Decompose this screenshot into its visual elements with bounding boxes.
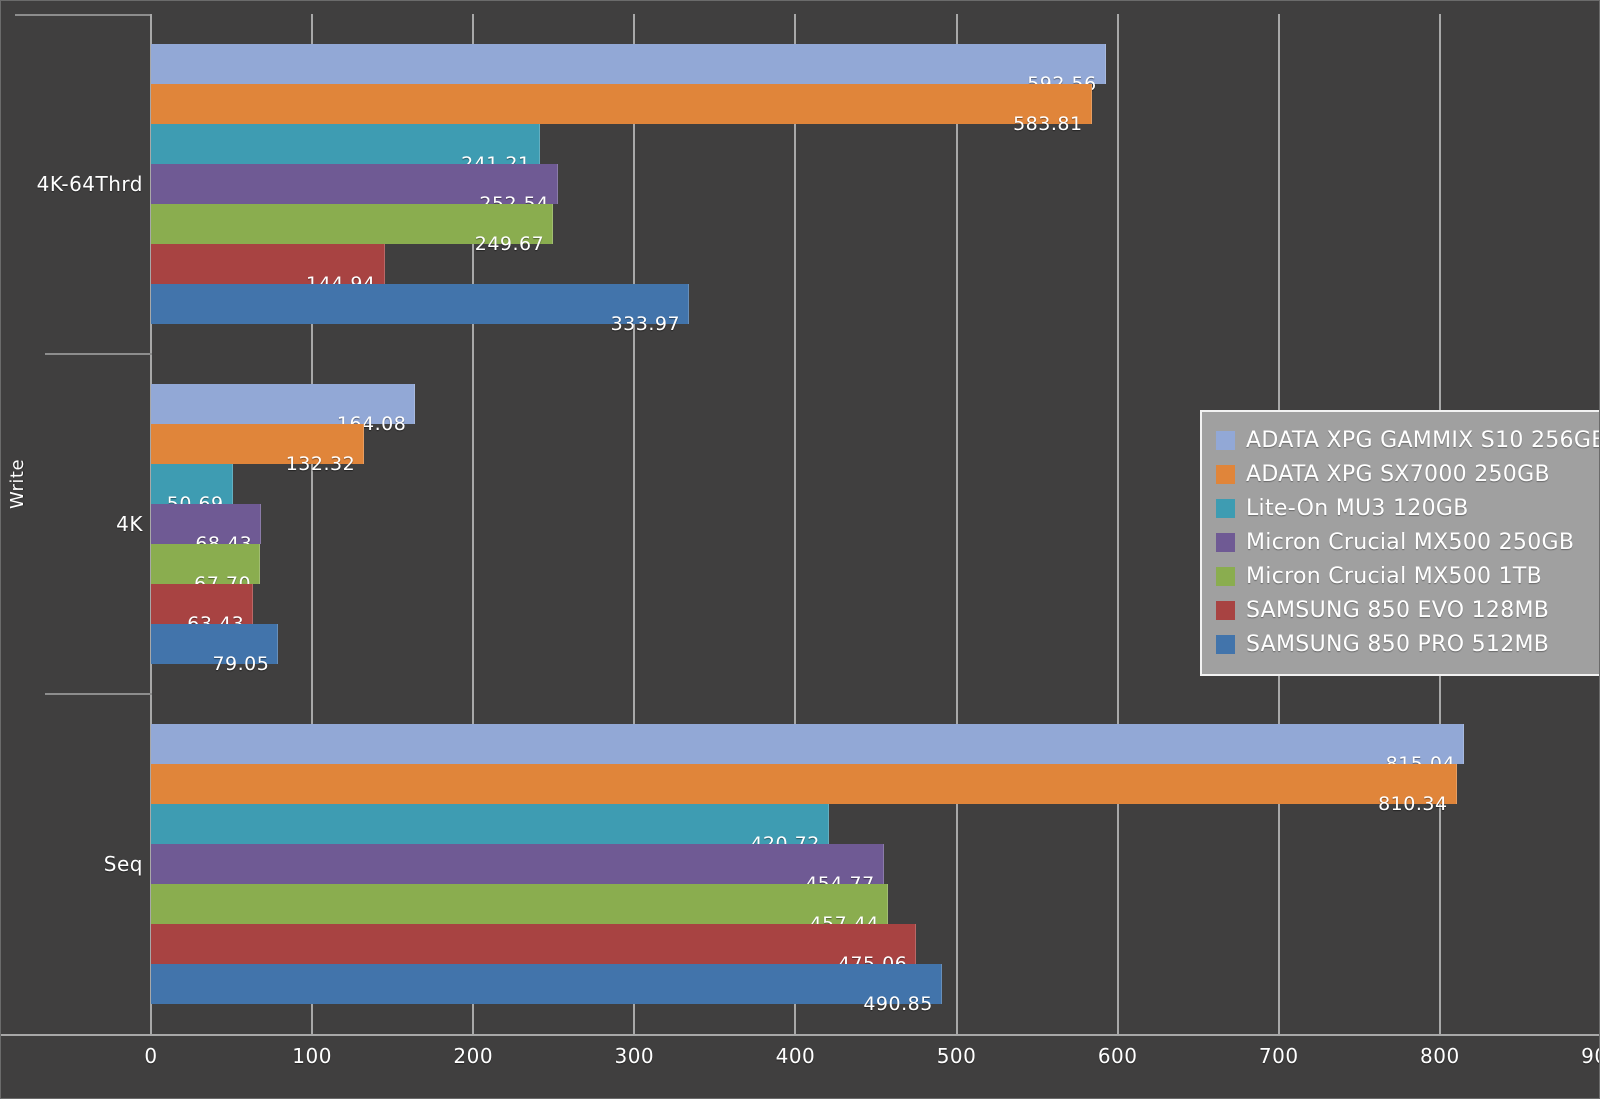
legend-swatch-icon: [1216, 634, 1235, 654]
bar[interactable]: [151, 844, 884, 884]
bar-value-label: 490.85: [863, 993, 933, 1015]
legend-item[interactable]: Lite-On MU3 120GB: [1216, 491, 1599, 525]
bar[interactable]: [151, 124, 540, 164]
bar[interactable]: [151, 244, 385, 284]
x-axis-tick-label: 0: [144, 1044, 158, 1068]
legend-item-label: Micron Crucial MX500 250GB: [1246, 529, 1575, 555]
legend-item[interactable]: Micron Crucial MX500 1TB: [1216, 559, 1599, 593]
x-axis-tick-label: 200: [453, 1044, 494, 1068]
bar[interactable]: [151, 204, 554, 244]
legend-item[interactable]: SAMSUNG 850 PRO 512MB: [1216, 627, 1599, 661]
bar[interactable]: [151, 384, 416, 424]
x-axis-tick-label: 900: [1581, 1044, 1599, 1068]
legend-swatch-icon: [1216, 600, 1235, 620]
legend-swatch-icon: [1216, 430, 1235, 450]
legend-item-label: Micron Crucial MX500 1TB: [1246, 563, 1543, 589]
gridline: [633, 14, 636, 1034]
bar-value-label: 132.32: [285, 453, 356, 475]
group-separator-tick: [45, 693, 152, 695]
bar-value-label: 333.97: [610, 313, 681, 335]
legend-swatch-icon: [1216, 464, 1235, 484]
y-axis-title: Write: [7, 458, 28, 509]
bar[interactable]: [151, 764, 1457, 804]
bar-value-label: 79.05: [212, 653, 270, 675]
bar[interactable]: [151, 84, 1092, 124]
bar[interactable]: [151, 584, 254, 624]
legend-swatch-icon: [1216, 566, 1235, 586]
legend-item[interactable]: Micron Crucial MX500 250GB: [1216, 525, 1599, 559]
bar[interactable]: [151, 464, 233, 504]
bar[interactable]: [151, 164, 558, 204]
bar[interactable]: [151, 284, 690, 324]
legend-item[interactable]: ADATA XPG GAMMIX S10 256GB: [1216, 423, 1600, 457]
bar[interactable]: [151, 624, 279, 664]
bar[interactable]: [151, 424, 365, 464]
bar[interactable]: [151, 44, 1106, 84]
group-separator-tick: [45, 353, 152, 355]
x-axis-tick-label: 500: [936, 1044, 977, 1068]
legend-item-label: ADATA XPG SX7000 250GB: [1246, 461, 1550, 487]
x-axis-tick-label: 700: [1258, 1044, 1299, 1068]
gridline: [311, 14, 314, 1034]
bar[interactable]: [151, 884, 888, 924]
x-axis-tick-label: 100: [292, 1044, 332, 1068]
x-axis-line: [1, 1034, 1599, 1036]
legend-item-label: SAMSUNG 850 PRO 512MB: [1246, 631, 1550, 657]
gridline: [955, 14, 958, 1034]
gridline: [794, 14, 797, 1034]
x-axis-tick-label: 800: [1420, 1044, 1460, 1068]
gridline: [472, 14, 475, 1034]
gridline: [1116, 14, 1119, 1034]
legend-item[interactable]: SAMSUNG 850 EVO 128MB: [1216, 593, 1599, 627]
bar[interactable]: [151, 544, 261, 584]
bar-value-label: 810.34: [1378, 793, 1448, 815]
legend-swatch-icon: [1216, 532, 1235, 552]
bar[interactable]: [151, 924, 917, 964]
plot-area: 592.56583.81241.21252.54249.67144.94333.…: [151, 14, 1599, 1034]
bar[interactable]: [151, 504, 262, 544]
chart-legend[interactable]: ADATA XPG GAMMIX S10 256GB ADATA XPG SX70…: [1200, 410, 1600, 676]
legend-item-label: SAMSUNG 850 EVO 128MB: [1246, 597, 1550, 623]
bar-value-label: 249.67: [474, 233, 545, 255]
y-axis-tick-label: 4K-64Thrd: [36, 172, 143, 196]
legend-swatch-icon: [1216, 498, 1235, 518]
x-axis-tick-label: 400: [775, 1044, 816, 1068]
plot-top-rule: [15, 14, 152, 16]
bar[interactable]: [151, 724, 1465, 764]
legend-item-label: Lite-On MU3 120GB: [1246, 495, 1469, 521]
legend-item-label: ADATA XPG GAMMIX S10 256GB: [1246, 427, 1600, 453]
bar[interactable]: [151, 964, 942, 1004]
y-axis-tick-label: 4K: [116, 512, 143, 536]
x-axis-tick-label: 600: [1097, 1044, 1138, 1068]
x-axis-tick-label: 300: [614, 1044, 655, 1068]
bar-value-label: 583.81: [1013, 113, 1083, 135]
bar[interactable]: [151, 804, 829, 844]
y-axis-tick-label: Seq: [103, 852, 143, 876]
legend-item[interactable]: ADATA XPG SX7000 250GB: [1216, 457, 1599, 491]
